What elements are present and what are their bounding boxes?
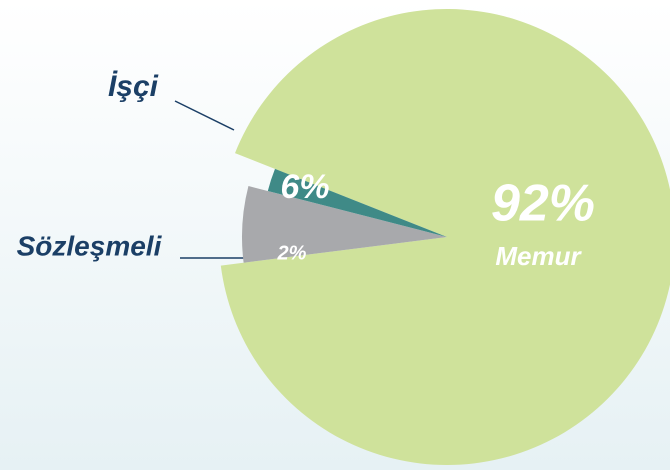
pie-slice	[241, 186, 447, 263]
pie-slice	[220, 9, 670, 465]
category-label: İşçi	[108, 70, 159, 103]
category-label: Sözleşmeli	[17, 230, 163, 261]
leader-line	[174, 100, 235, 131]
value-label: 2%	[277, 242, 307, 264]
value-label: 6%	[280, 168, 329, 206]
value-label: 92%	[491, 175, 595, 233]
pie-slice	[267, 168, 447, 237]
category-label: Memur	[495, 241, 582, 271]
